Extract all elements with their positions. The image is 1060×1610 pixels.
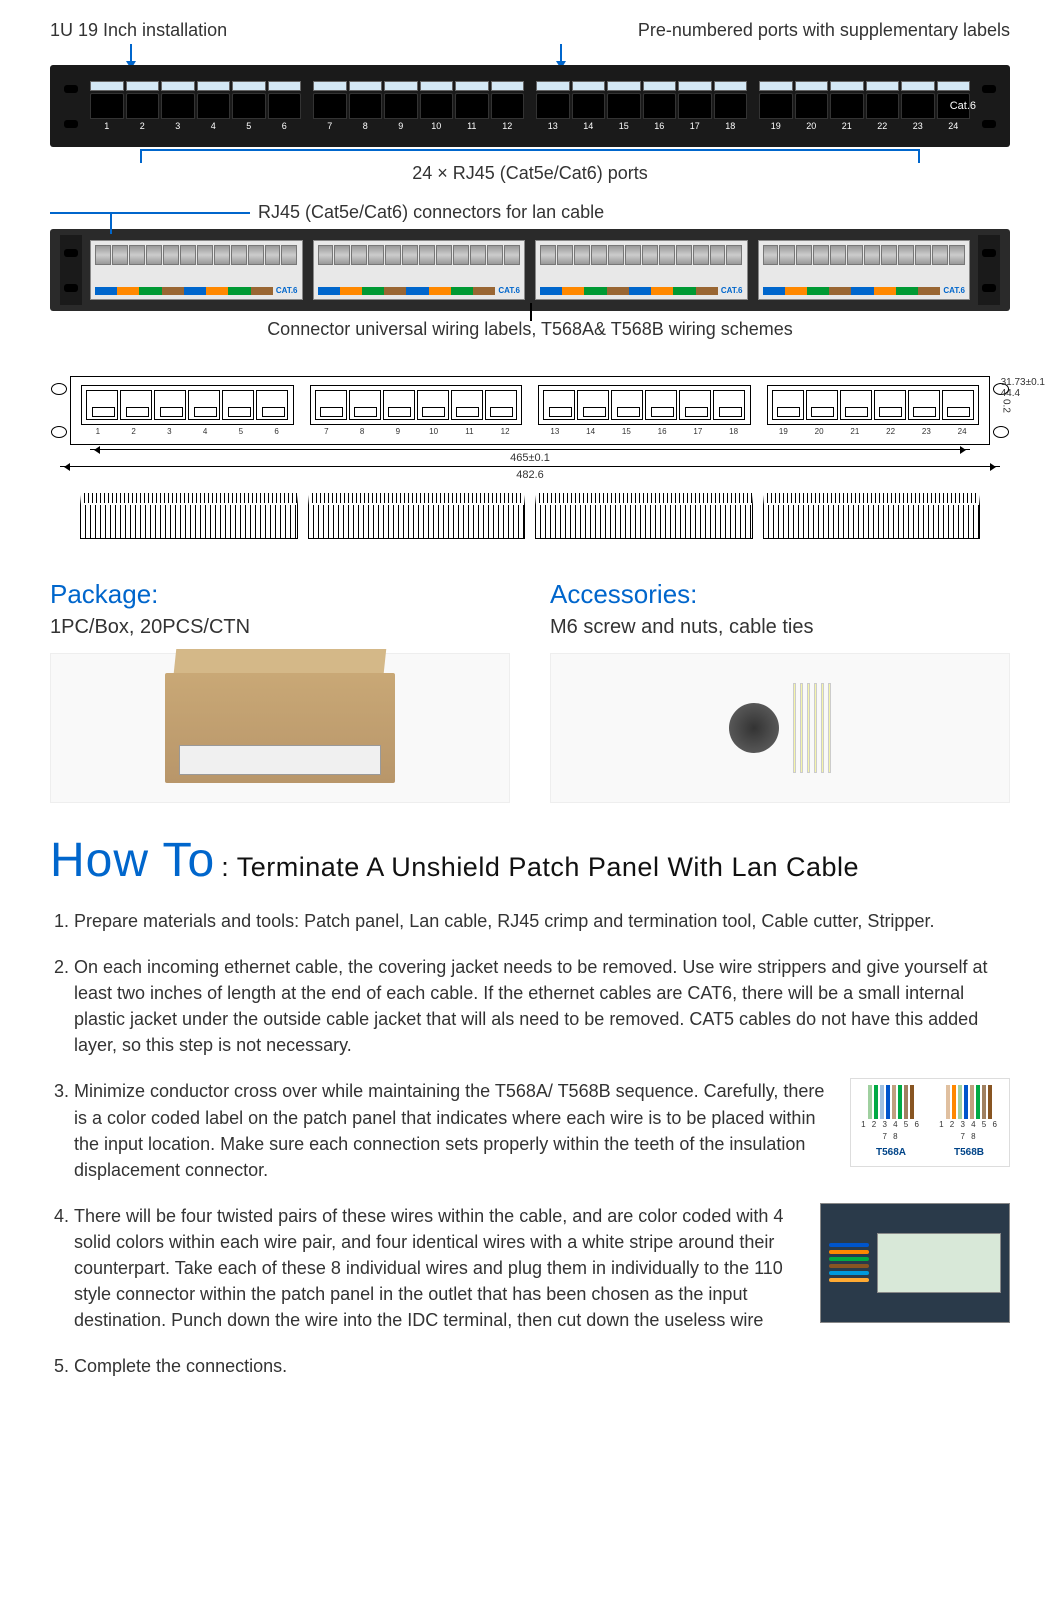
step-5: Complete the connections.: [74, 1353, 1010, 1379]
mounting-ear-left: [60, 235, 82, 305]
package-accessories-row: Package: 1PC/Box, 20PCS/CTN Accessories:…: [50, 579, 1010, 803]
package-image: [50, 653, 510, 803]
port-groups: 123456789101112131415161718192021222324: [90, 81, 970, 131]
rear-groups: CAT.6CAT.6CAT.6CAT.6: [90, 240, 970, 300]
scheme-t568a: 1 2 3 4 5 6 7 8 T568A: [857, 1085, 925, 1160]
t568a-wires: [857, 1085, 925, 1119]
td-port-groups: [81, 385, 979, 425]
package-body: 1PC/Box, 20PCS/CTN: [50, 616, 510, 639]
screws-icon: [729, 703, 779, 753]
box-icon: [165, 673, 395, 783]
patch-panel-rear: CAT.6CAT.6CAT.6CAT.6: [50, 229, 1010, 311]
mounting-ear-right: [978, 71, 1000, 141]
technical-drawing-rear: [50, 495, 1010, 539]
mounting-ear-left: [60, 71, 82, 141]
dimension-outer-width: 482.6: [60, 469, 1000, 481]
patch-panel-front: 123456789101112131415161718192021222324 …: [50, 65, 1010, 147]
callout-wiring-labels: Connector universal wiring labels, T568A…: [267, 319, 793, 339]
package-section: Package: 1PC/Box, 20PCS/CTN: [50, 579, 510, 803]
tp-wires: [829, 1243, 869, 1282]
dimension-height: 31.73±0.1 44.4 0.2: [1001, 377, 1045, 413]
accessories-body: M6 screw and nuts, cable ties: [550, 616, 1010, 639]
cable-ties-icon: [793, 683, 831, 773]
accessories-image: [550, 653, 1010, 803]
howto-steps: Prepare materials and tools: Patch panel…: [50, 908, 1010, 1379]
step-3: 1 2 3 4 5 6 7 8 T568A 1 2 3 4 5 6 7 8 T5…: [74, 1078, 1010, 1182]
callout-rear-connectors: RJ45 (Cat5e/Cat6) connectors for lan cab…: [258, 202, 604, 223]
top-callouts: 1U 19 Inch installation Pre-numbered por…: [50, 20, 1010, 41]
dimension-inner-width: 465±0.1: [90, 452, 970, 464]
scheme-t568b: 1 2 3 4 5 6 7 8 T568B: [935, 1085, 1003, 1160]
package-title: Package:: [50, 579, 510, 610]
callout-prenumbered: Pre-numbered ports with supplementary la…: [638, 20, 1010, 41]
wiring-scheme-image: 1 2 3 4 5 6 7 8 T568A 1 2 3 4 5 6 7 8 T5…: [850, 1078, 1010, 1167]
callout-install: 1U 19 Inch installation: [50, 20, 227, 41]
termination-photo: [820, 1203, 1010, 1323]
howto-heading: How To : Terminate A Unshield Patch Pane…: [50, 833, 1010, 888]
accessories-title: Accessories:: [550, 579, 1010, 610]
callout-24ports: 24 × RJ45 (Cat5e/Cat6) ports: [50, 163, 1010, 184]
td-port-numbers: 123456789101112131415161718192021222324: [81, 427, 979, 436]
mounting-ear-right: [978, 235, 1000, 305]
howto-big: How To: [50, 833, 215, 888]
step-4: There will be four twisted pairs of thes…: [74, 1203, 1010, 1333]
t568b-wires: [935, 1085, 1003, 1119]
accessories-section: Accessories: M6 screw and nuts, cable ti…: [550, 579, 1010, 803]
step-1: Prepare materials and tools: Patch panel…: [74, 908, 1010, 934]
rear-callout-row: RJ45 (Cat5e/Cat6) connectors for lan cab…: [50, 202, 1010, 223]
step-2: On each incoming ethernet cable, the cov…: [74, 954, 1010, 1058]
category-label: Cat.6: [950, 100, 976, 112]
technical-drawing-front: 123456789101112131415161718192021222324 …: [70, 376, 990, 445]
howto-subtitle: : Terminate A Unshield Patch Panel With …: [221, 852, 859, 883]
bracket-icon: [140, 149, 920, 159]
